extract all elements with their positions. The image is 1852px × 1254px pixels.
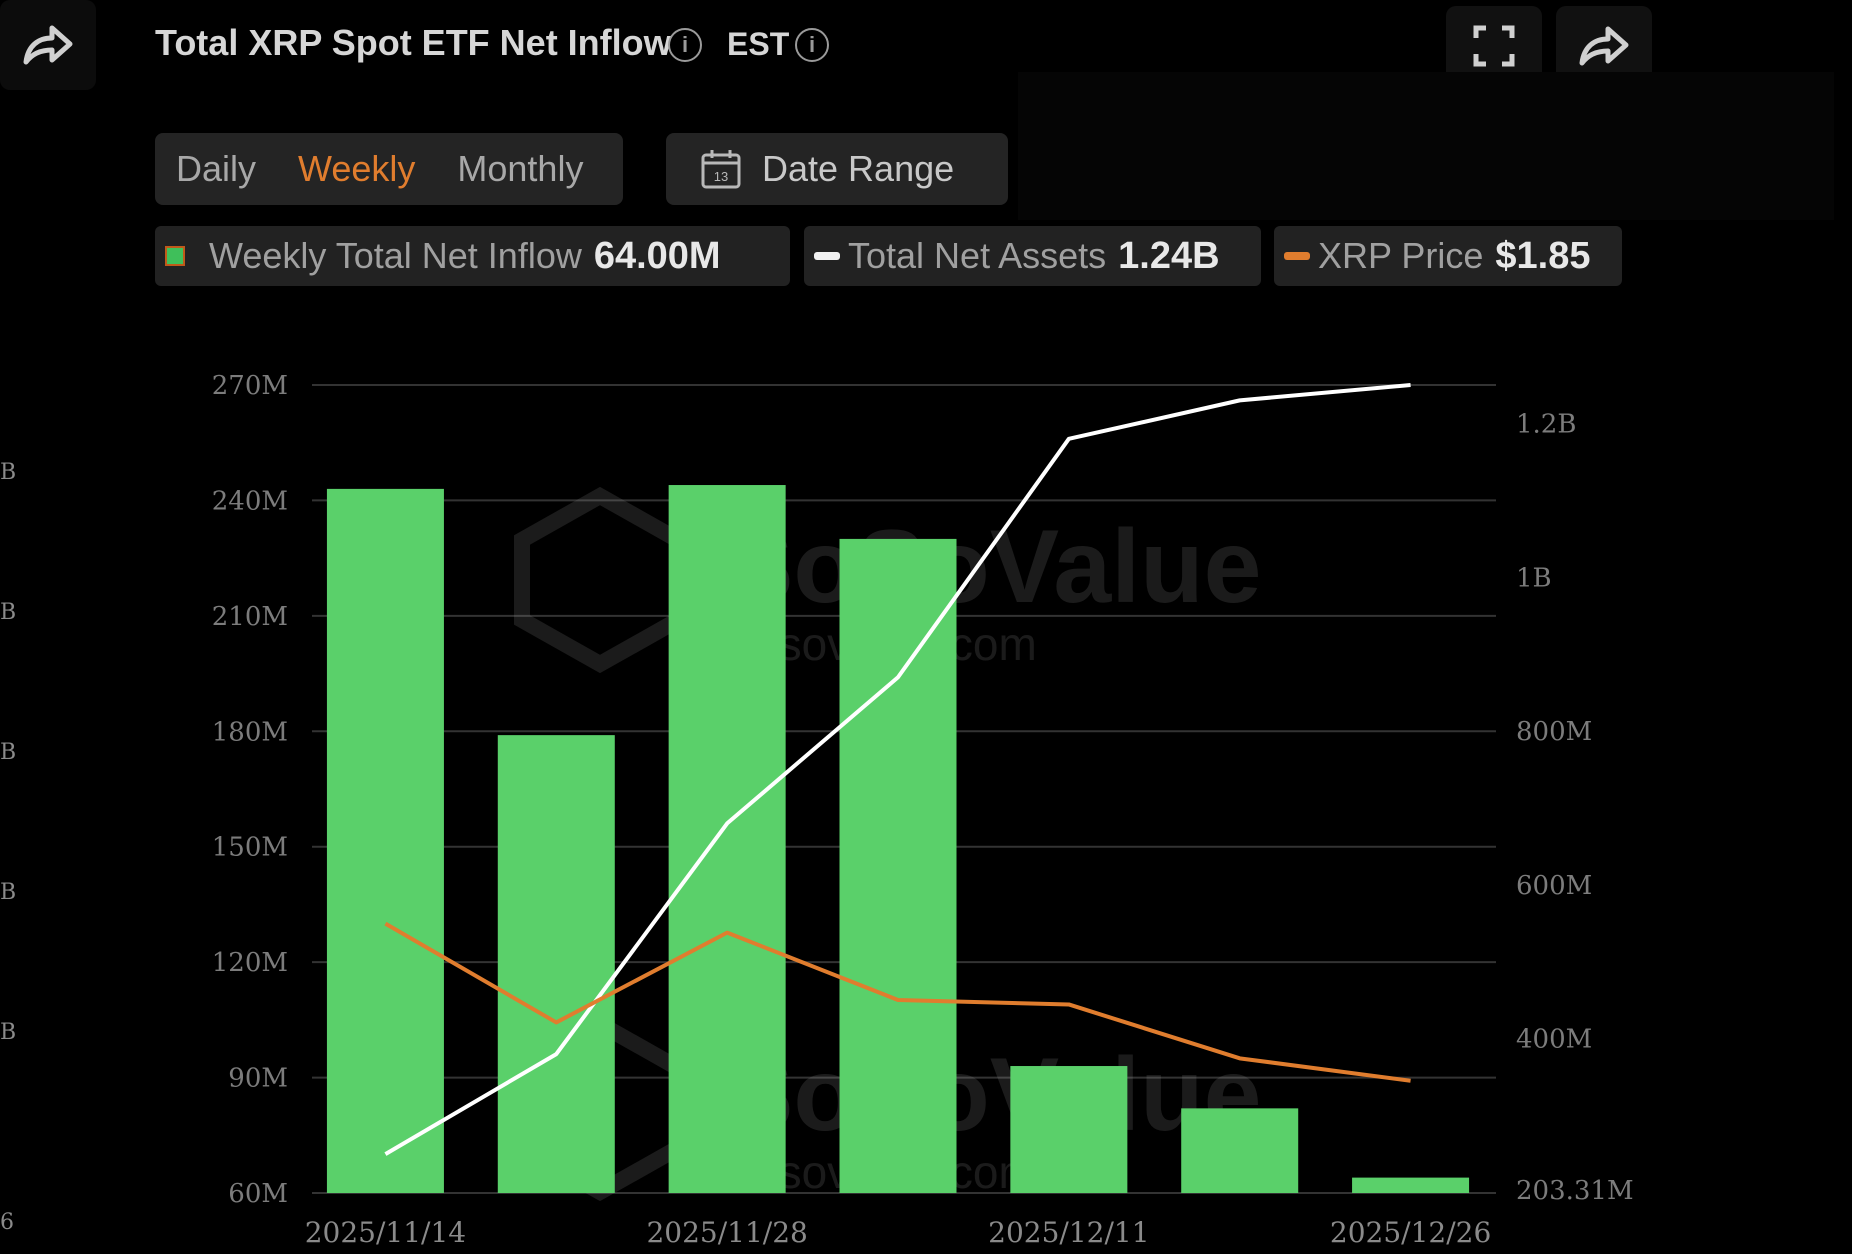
y-right-tick-label: 1.2B	[1516, 409, 1576, 439]
calendar-icon: 13	[700, 148, 742, 190]
legend-value: 64.00M	[593, 234, 721, 277]
tab-weekly[interactable]: Weekly	[298, 148, 416, 189]
inflow-bar	[839, 538, 957, 1193]
y-left-tick-label: 180M	[212, 717, 288, 747]
inflow-bar	[1352, 1177, 1470, 1193]
watermark-logo-icon	[514, 486, 686, 674]
legend-swatch	[165, 246, 185, 266]
net-assets-line	[384, 383, 1411, 1156]
y-left-tick-label: 210M	[212, 602, 288, 632]
y-right-tick-label: 203.31M	[1516, 1176, 1634, 1206]
tab-daily[interactable]: Daily	[176, 148, 257, 189]
info-icon[interactable]: i	[668, 28, 702, 62]
redacted-area	[1018, 72, 1834, 220]
y-left-tick-label: 90M	[228, 1064, 288, 1094]
legend-swatch	[1284, 252, 1310, 260]
legend-swatch	[814, 252, 840, 260]
edge-tick-label: 6	[0, 1210, 14, 1235]
legend-weekly-inflow[interactable]: Weekly Total Net Inflow 64.00M	[155, 226, 790, 286]
inflow-bar	[497, 735, 615, 1193]
axes: 60M 90M 120M 150M 180M 210M 240M 270M 203.31M 400…	[212, 371, 1634, 1249]
y-left-tick-label: 240M	[212, 486, 288, 516]
y-right-tick-label: 600M	[1516, 871, 1592, 901]
svg-text:13: 13	[714, 169, 728, 184]
x-tick-label: 2025/11/14	[305, 1216, 466, 1249]
watermark-brand: SoSoValue	[724, 1037, 1262, 1153]
y-right-tick-label: 400M	[1516, 1025, 1592, 1055]
y-left-tick-label: 120M	[212, 948, 288, 978]
legend-net-assets[interactable]: Total Net Assets 1.24B	[804, 226, 1261, 286]
inflow-bar	[668, 485, 786, 1193]
x-tick-label: 2025/12/11	[988, 1216, 1149, 1249]
y-left-tick-label: 270M	[212, 371, 288, 401]
share-icon[interactable]	[0, 0, 96, 90]
legend-label: XRP Price	[1318, 235, 1484, 276]
y-left-tick-label: 150M	[212, 833, 288, 863]
y-right-tick-label: 800M	[1516, 717, 1592, 747]
edge-tick-label: B	[0, 460, 17, 485]
period-tabs: Daily Weekly Monthly	[155, 133, 623, 205]
price-line	[384, 921, 1411, 1083]
x-tick-label: 2025/12/26	[1330, 1216, 1491, 1249]
tab-monthly[interactable]: Monthly	[457, 148, 584, 189]
legend-label: Weekly Total Net Inflow	[209, 235, 582, 276]
edge-tick-label: B	[0, 1020, 17, 1045]
series-lines	[384, 383, 1411, 1156]
y-right-tick-label: 1B	[1516, 563, 1552, 593]
date-range-label: Date Range	[762, 148, 955, 189]
edge-tick-label: B	[0, 740, 17, 765]
edge-tick-label: B	[0, 880, 17, 905]
timezone-label: EST	[727, 26, 790, 62]
legend-xrp-price[interactable]: XRP Price $1.85	[1274, 226, 1622, 286]
y-left-tick-label: 60M	[228, 1179, 288, 1209]
timezone-info-icon[interactable]: i	[795, 28, 829, 62]
inflow-bar	[1181, 1108, 1299, 1193]
watermark-brand: SoSoValue	[724, 509, 1262, 625]
inflow-bar	[1010, 1066, 1128, 1193]
inflow-bars	[326, 485, 1470, 1193]
date-range-button[interactable]: 13 Date Range	[666, 133, 1008, 205]
chart-title: Total XRP Spot ETF Net Inflow	[155, 22, 672, 63]
x-tick-label: 2025/11/28	[646, 1216, 807, 1249]
legend-label: Total Net Assets	[848, 235, 1107, 276]
legend-value: 1.24B	[1118, 234, 1220, 277]
inflow-bar	[326, 488, 444, 1193]
legend-value: $1.85	[1495, 234, 1591, 277]
edge-tick-label: B	[0, 600, 17, 625]
